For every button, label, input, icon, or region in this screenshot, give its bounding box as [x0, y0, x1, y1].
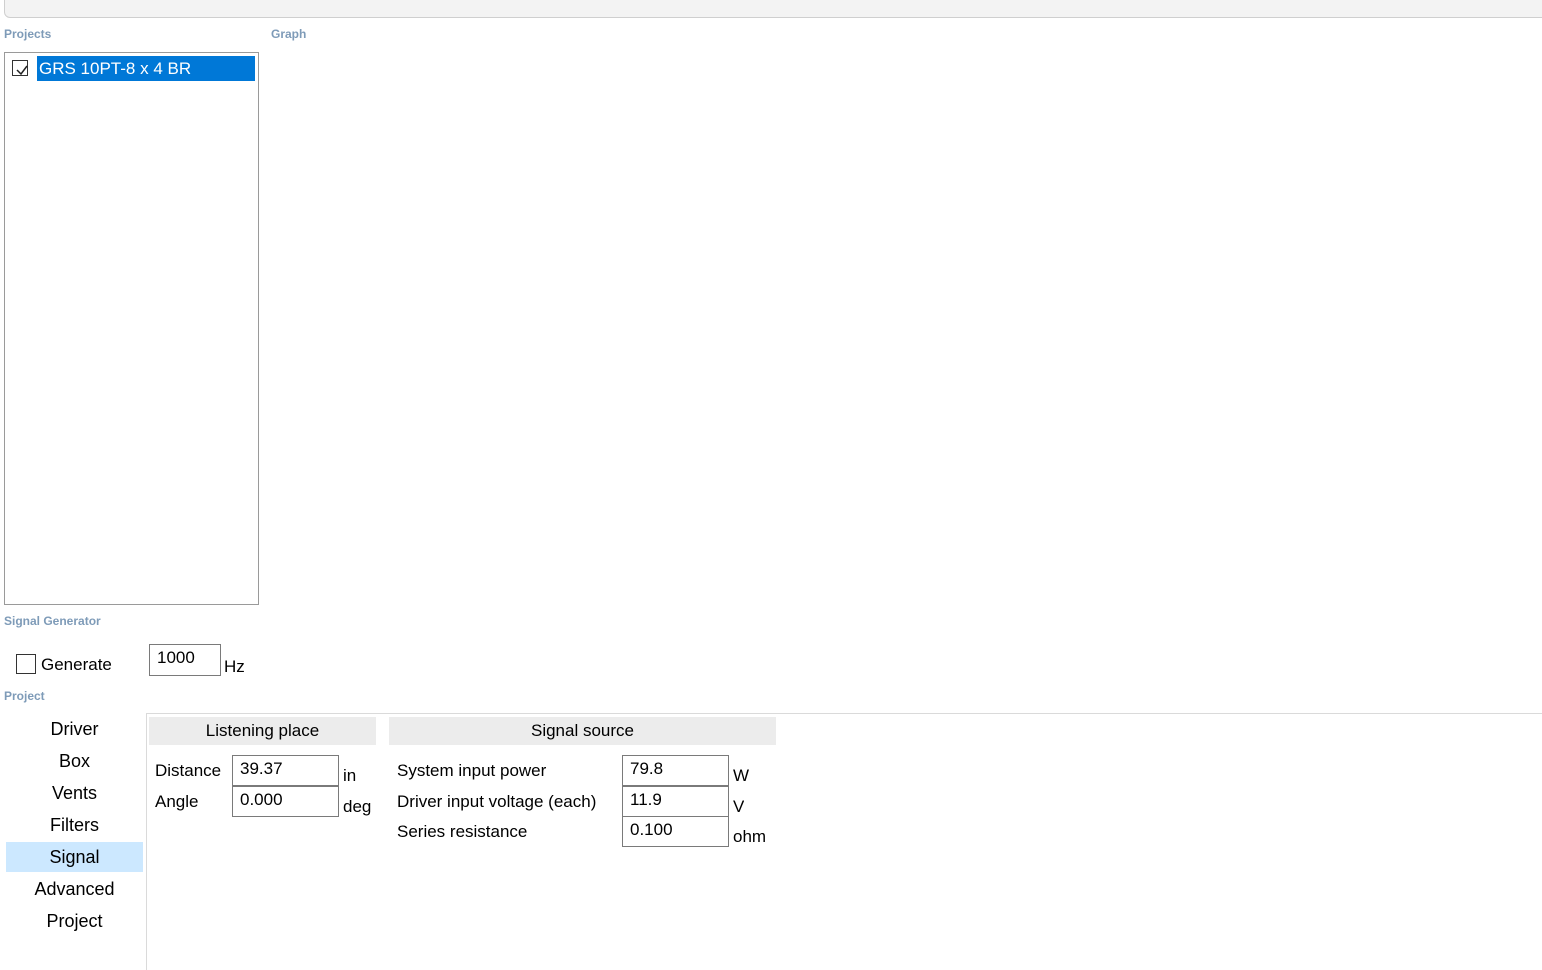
project-item[interactable]: GRS 10PT-8 x 4 BR [36, 55, 256, 82]
unit-label: in [343, 766, 357, 785]
nav-item[interactable]: Driver [50, 719, 99, 739]
field-label: Driver input voltage (each) [397, 791, 597, 811]
nav-item[interactable]: Project [46, 911, 103, 931]
chart [260, 44, 1542, 689]
field-input[interactable]: 11.9 [622, 785, 729, 817]
unit-label: deg [343, 796, 372, 816]
divider [146, 713, 1542, 714]
section-label: Project [4, 689, 45, 703]
field-input[interactable]: 0.100 [622, 816, 729, 847]
unit-label: W [733, 766, 750, 785]
checkbox-label: Generate [41, 655, 112, 674]
toolbar [4, 0, 1542, 18]
panel-header: Signal source [389, 717, 776, 745]
unit-label: V [733, 796, 745, 816]
nav-item[interactable]: Filters [50, 815, 99, 835]
panel-header: Listening place [149, 717, 376, 745]
divider [146, 713, 147, 970]
checkbox[interactable]: 1234567891011121314151617181920212223242… [12, 60, 28, 76]
field-label: Angle [155, 791, 199, 811]
field-input[interactable]: 0.000 [232, 785, 339, 817]
check-mark: 1234567891011121314151617181920212223242… [16, 65, 28, 76]
nav-item[interactable]: Advanced [34, 879, 115, 899]
field-input[interactable]: 39.37 [232, 755, 339, 786]
section-label: Graph [271, 27, 307, 41]
field-input[interactable]: 79.8 [622, 755, 729, 786]
field-label: Distance [155, 761, 222, 780]
checkbox[interactable] [16, 654, 36, 674]
field-label: System input power [397, 761, 547, 780]
projects-list: 1234567891011121314151617181920212223242… [4, 52, 259, 605]
section-label: Projects [4, 27, 52, 41]
nav-item[interactable]: Signal [6, 842, 143, 872]
field-label: Series resistance [397, 822, 528, 841]
nav-item[interactable]: Box [58, 751, 91, 771]
unit-label: ohm [733, 827, 767, 846]
unit-label: Hz [224, 657, 245, 676]
frequency-input[interactable]: 1000 [149, 644, 221, 676]
nav-item[interactable]: Vents [51, 783, 98, 803]
section-label: Signal Generator [4, 614, 101, 628]
